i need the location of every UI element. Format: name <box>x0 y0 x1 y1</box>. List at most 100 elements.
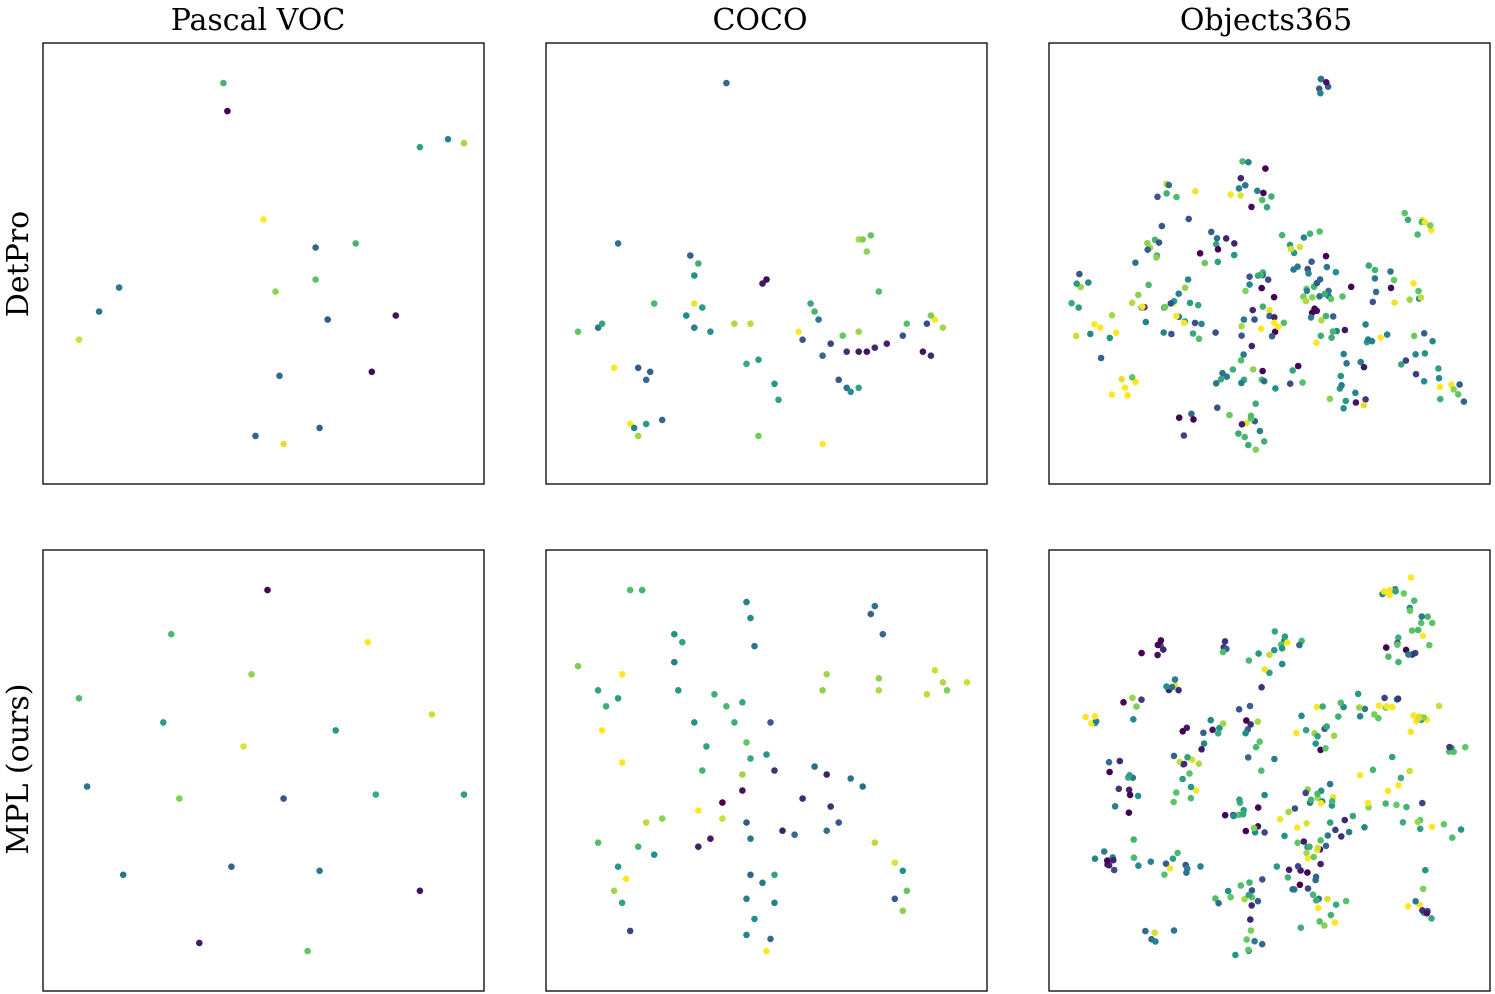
scatter-point <box>1299 379 1306 386</box>
scatter-point <box>1321 922 1328 929</box>
scatter-point <box>1313 339 1320 347</box>
scatter-point <box>1356 771 1364 779</box>
scatter-point <box>1120 699 1127 706</box>
scatter-point <box>743 895 750 903</box>
scatter-point <box>1240 351 1247 358</box>
scatter-point <box>1170 927 1178 934</box>
scatter-point <box>1415 715 1423 722</box>
scatter-point <box>1259 876 1266 883</box>
scatter-point <box>675 687 682 694</box>
scatter-point <box>1310 853 1318 861</box>
scatter-point <box>1254 272 1262 280</box>
scatter-point <box>755 432 762 440</box>
scatter-point <box>903 320 911 328</box>
scatter-point <box>1135 862 1142 869</box>
scatter-point <box>1317 860 1324 868</box>
scatter-point <box>1428 619 1436 627</box>
scatter-point <box>691 272 698 279</box>
scatter-point <box>1318 317 1325 324</box>
scatter-point <box>1259 367 1266 375</box>
scatter-point <box>1330 732 1338 740</box>
scatter-point <box>272 288 279 295</box>
scatter-point <box>1247 927 1255 934</box>
scatter-point <box>1183 724 1191 732</box>
scatter-point <box>1357 358 1364 366</box>
scatter-point <box>1262 165 1269 172</box>
scatter-point <box>1428 915 1435 922</box>
scatter-point <box>1402 357 1410 364</box>
scatter-point <box>751 915 758 923</box>
scatter-point <box>1307 314 1315 321</box>
scatter-point <box>1286 380 1294 388</box>
scatter-point <box>1219 648 1227 656</box>
scatter-point <box>855 384 862 392</box>
scatter-point <box>618 899 626 907</box>
scatter-point <box>1332 268 1340 276</box>
scatter-point <box>1179 775 1186 783</box>
scatter-point <box>1075 304 1082 311</box>
scatter-point <box>444 135 452 143</box>
scatter-point <box>699 767 706 774</box>
scatter-point <box>691 719 698 726</box>
scatter-point <box>1237 174 1245 182</box>
scatter-point <box>1289 886 1296 893</box>
scatter-point <box>650 851 658 858</box>
scatter-point <box>1276 815 1284 823</box>
scatter-point <box>1302 789 1309 797</box>
scatter-point <box>1302 726 1310 734</box>
scatter-point <box>771 899 778 907</box>
scatter-point <box>1068 299 1075 307</box>
scatter-point <box>312 276 319 283</box>
scatter-point <box>1371 711 1378 718</box>
scatter-point <box>1247 412 1255 420</box>
scatter-point <box>863 348 871 356</box>
scatter-point <box>1073 280 1080 288</box>
scatter-point <box>1180 432 1188 439</box>
scatter-point <box>1400 590 1408 597</box>
scatter-point <box>1232 951 1239 959</box>
scatter-point <box>220 79 227 87</box>
scatter-point <box>1247 721 1254 728</box>
scatter-point <box>1361 705 1369 713</box>
scatter-point <box>240 743 247 750</box>
scatter-point <box>759 280 766 287</box>
scatter-point <box>683 312 690 319</box>
scatter-point <box>927 352 935 360</box>
scatter-point <box>1327 295 1335 303</box>
scatter-point <box>1395 634 1402 641</box>
scatter-point <box>1419 632 1427 640</box>
scatter-point <box>1313 703 1321 711</box>
scatter-point <box>1197 863 1204 870</box>
scatter-point <box>1173 789 1180 796</box>
column-title-coco: COCO <box>712 3 807 38</box>
scatter-point <box>1426 641 1433 649</box>
scatter-point <box>1216 724 1223 732</box>
scatter-point <box>1362 321 1369 328</box>
scatter-point <box>923 691 931 698</box>
scatter-point <box>1072 332 1080 340</box>
scatter-point <box>1340 405 1347 412</box>
scatter-point <box>1194 301 1202 309</box>
scatter-point <box>1248 203 1255 211</box>
scatter-point <box>316 867 323 875</box>
scatter-point <box>699 304 706 311</box>
scatter-point <box>392 312 400 319</box>
scatter-point <box>743 739 750 746</box>
scatter-point <box>646 368 654 376</box>
scatter-point <box>634 843 642 850</box>
scatter-point <box>1135 291 1142 299</box>
scatter-point <box>1155 239 1163 246</box>
scatter-point <box>1258 284 1265 292</box>
scatter-point <box>719 815 726 822</box>
scatter-point <box>1322 842 1330 850</box>
scatter-point <box>811 763 818 770</box>
scatter-point <box>1456 381 1463 388</box>
scatter-point <box>827 340 834 348</box>
scatter-point <box>634 364 642 372</box>
scatter-point <box>823 671 830 678</box>
scatter-point <box>1326 395 1334 403</box>
scatter-point <box>1242 287 1249 295</box>
scatter-point <box>1169 855 1177 862</box>
scatter-point <box>795 328 802 336</box>
scatter-point <box>1229 366 1237 373</box>
